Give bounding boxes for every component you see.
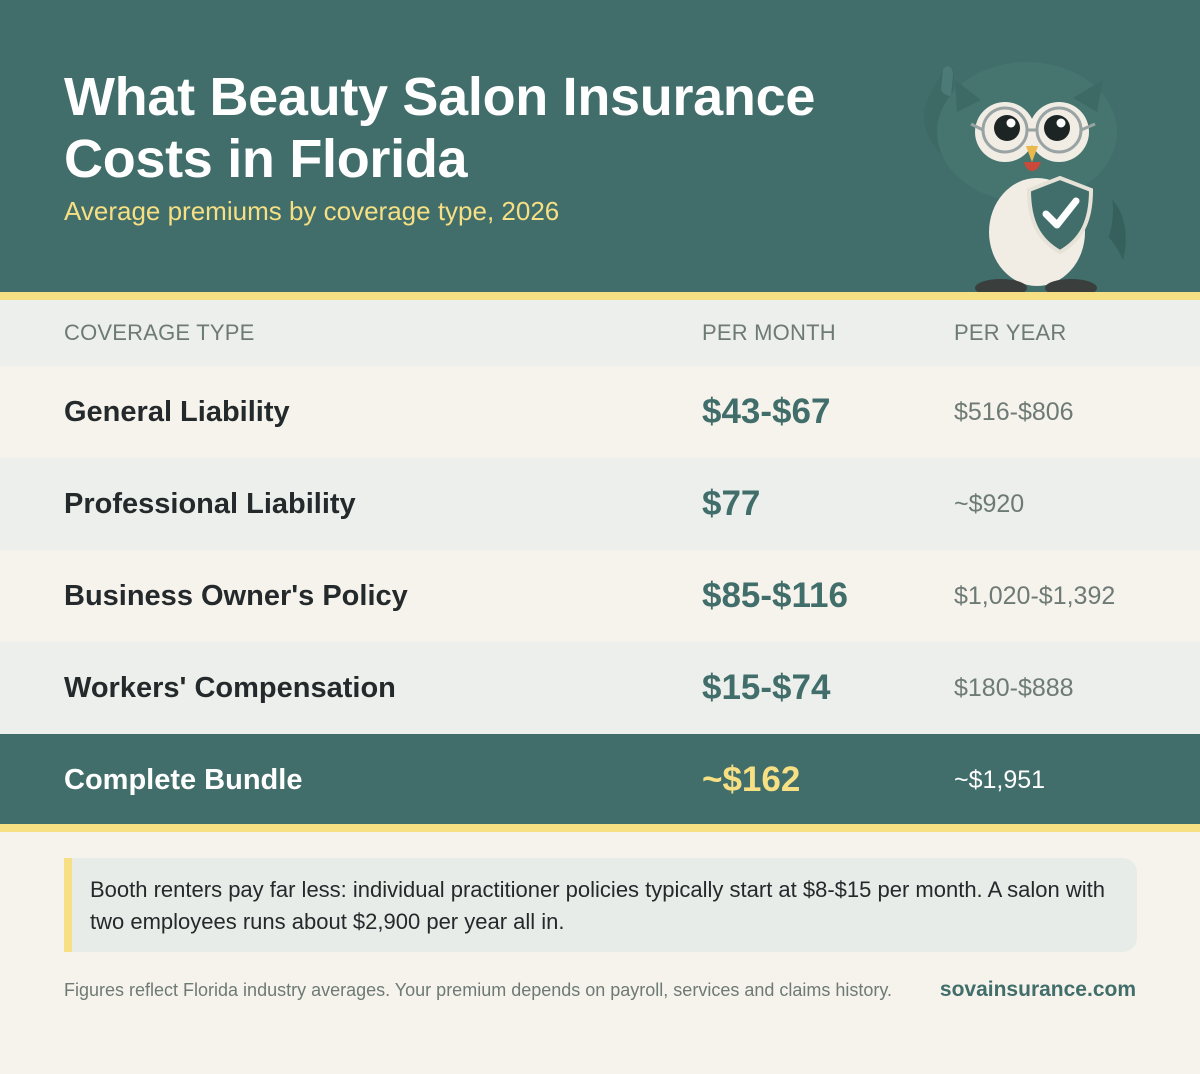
pricing-table: COVERAGE TYPE PER MONTH PER YEAR General…: [0, 300, 1200, 826]
yearly-price: $180-$888: [954, 674, 1074, 702]
table-row: General Liability $43-$67 $516-$806: [0, 366, 1200, 458]
bundle-yearly-price: ~$1,951: [954, 766, 1046, 794]
yearly-price: $1,020-$1,392: [954, 582, 1116, 610]
website-link[interactable]: sovainsurance.com: [939, 978, 1136, 1001]
coverage-name: General Liability: [64, 396, 290, 428]
table-row: Business Owner's Policy $85-$116 $1,020-…: [0, 550, 1200, 642]
top-accent-divider: [0, 292, 1200, 300]
monthly-price: $77: [702, 484, 761, 523]
coverage-name: Workers' Compensation: [64, 672, 396, 704]
table-row: Professional Liability $77 ~$920: [0, 458, 1200, 550]
monthly-price: $85-$116: [702, 576, 848, 615]
owl-mascot-icon: [923, 62, 1126, 297]
monthly-price: $43-$67: [702, 392, 831, 431]
page-title: What Beauty Salon Insurance Costs in Flo…: [64, 67, 816, 189]
yearly-price: ~$920: [954, 490, 1025, 518]
yearly-price: $516-$806: [954, 398, 1074, 426]
bundle-row: Complete Bundle ~$162 ~$1,951: [0, 734, 1200, 826]
table-row: Workers' Compensation $15-$74 $180-$888: [0, 642, 1200, 734]
monthly-price: $15-$74: [702, 668, 831, 707]
column-header-per-year: PER YEAR: [954, 320, 1067, 345]
header-banner: What Beauty Salon Insurance Costs in Flo…: [0, 0, 1200, 297]
page-subtitle: Average premiums by coverage type, 2026: [64, 196, 560, 226]
column-header-coverage-type: COVERAGE TYPE: [64, 320, 255, 345]
bottom-accent-divider: [0, 824, 1200, 832]
bundle-monthly-price: ~$162: [702, 760, 801, 799]
column-header-per-month: PER MONTH: [702, 320, 836, 345]
coverage-name: Professional Liability: [64, 488, 356, 520]
bundle-name: Complete Bundle: [64, 764, 303, 796]
footer-disclaimer: Figures reflect Florida industry average…: [64, 980, 893, 1000]
table-header-row: COVERAGE TYPE PER MONTH PER YEAR: [0, 300, 1200, 366]
booth-renter-note: Booth renters pay far less: individual p…: [64, 858, 1137, 952]
coverage-name: Business Owner's Policy: [64, 580, 408, 612]
